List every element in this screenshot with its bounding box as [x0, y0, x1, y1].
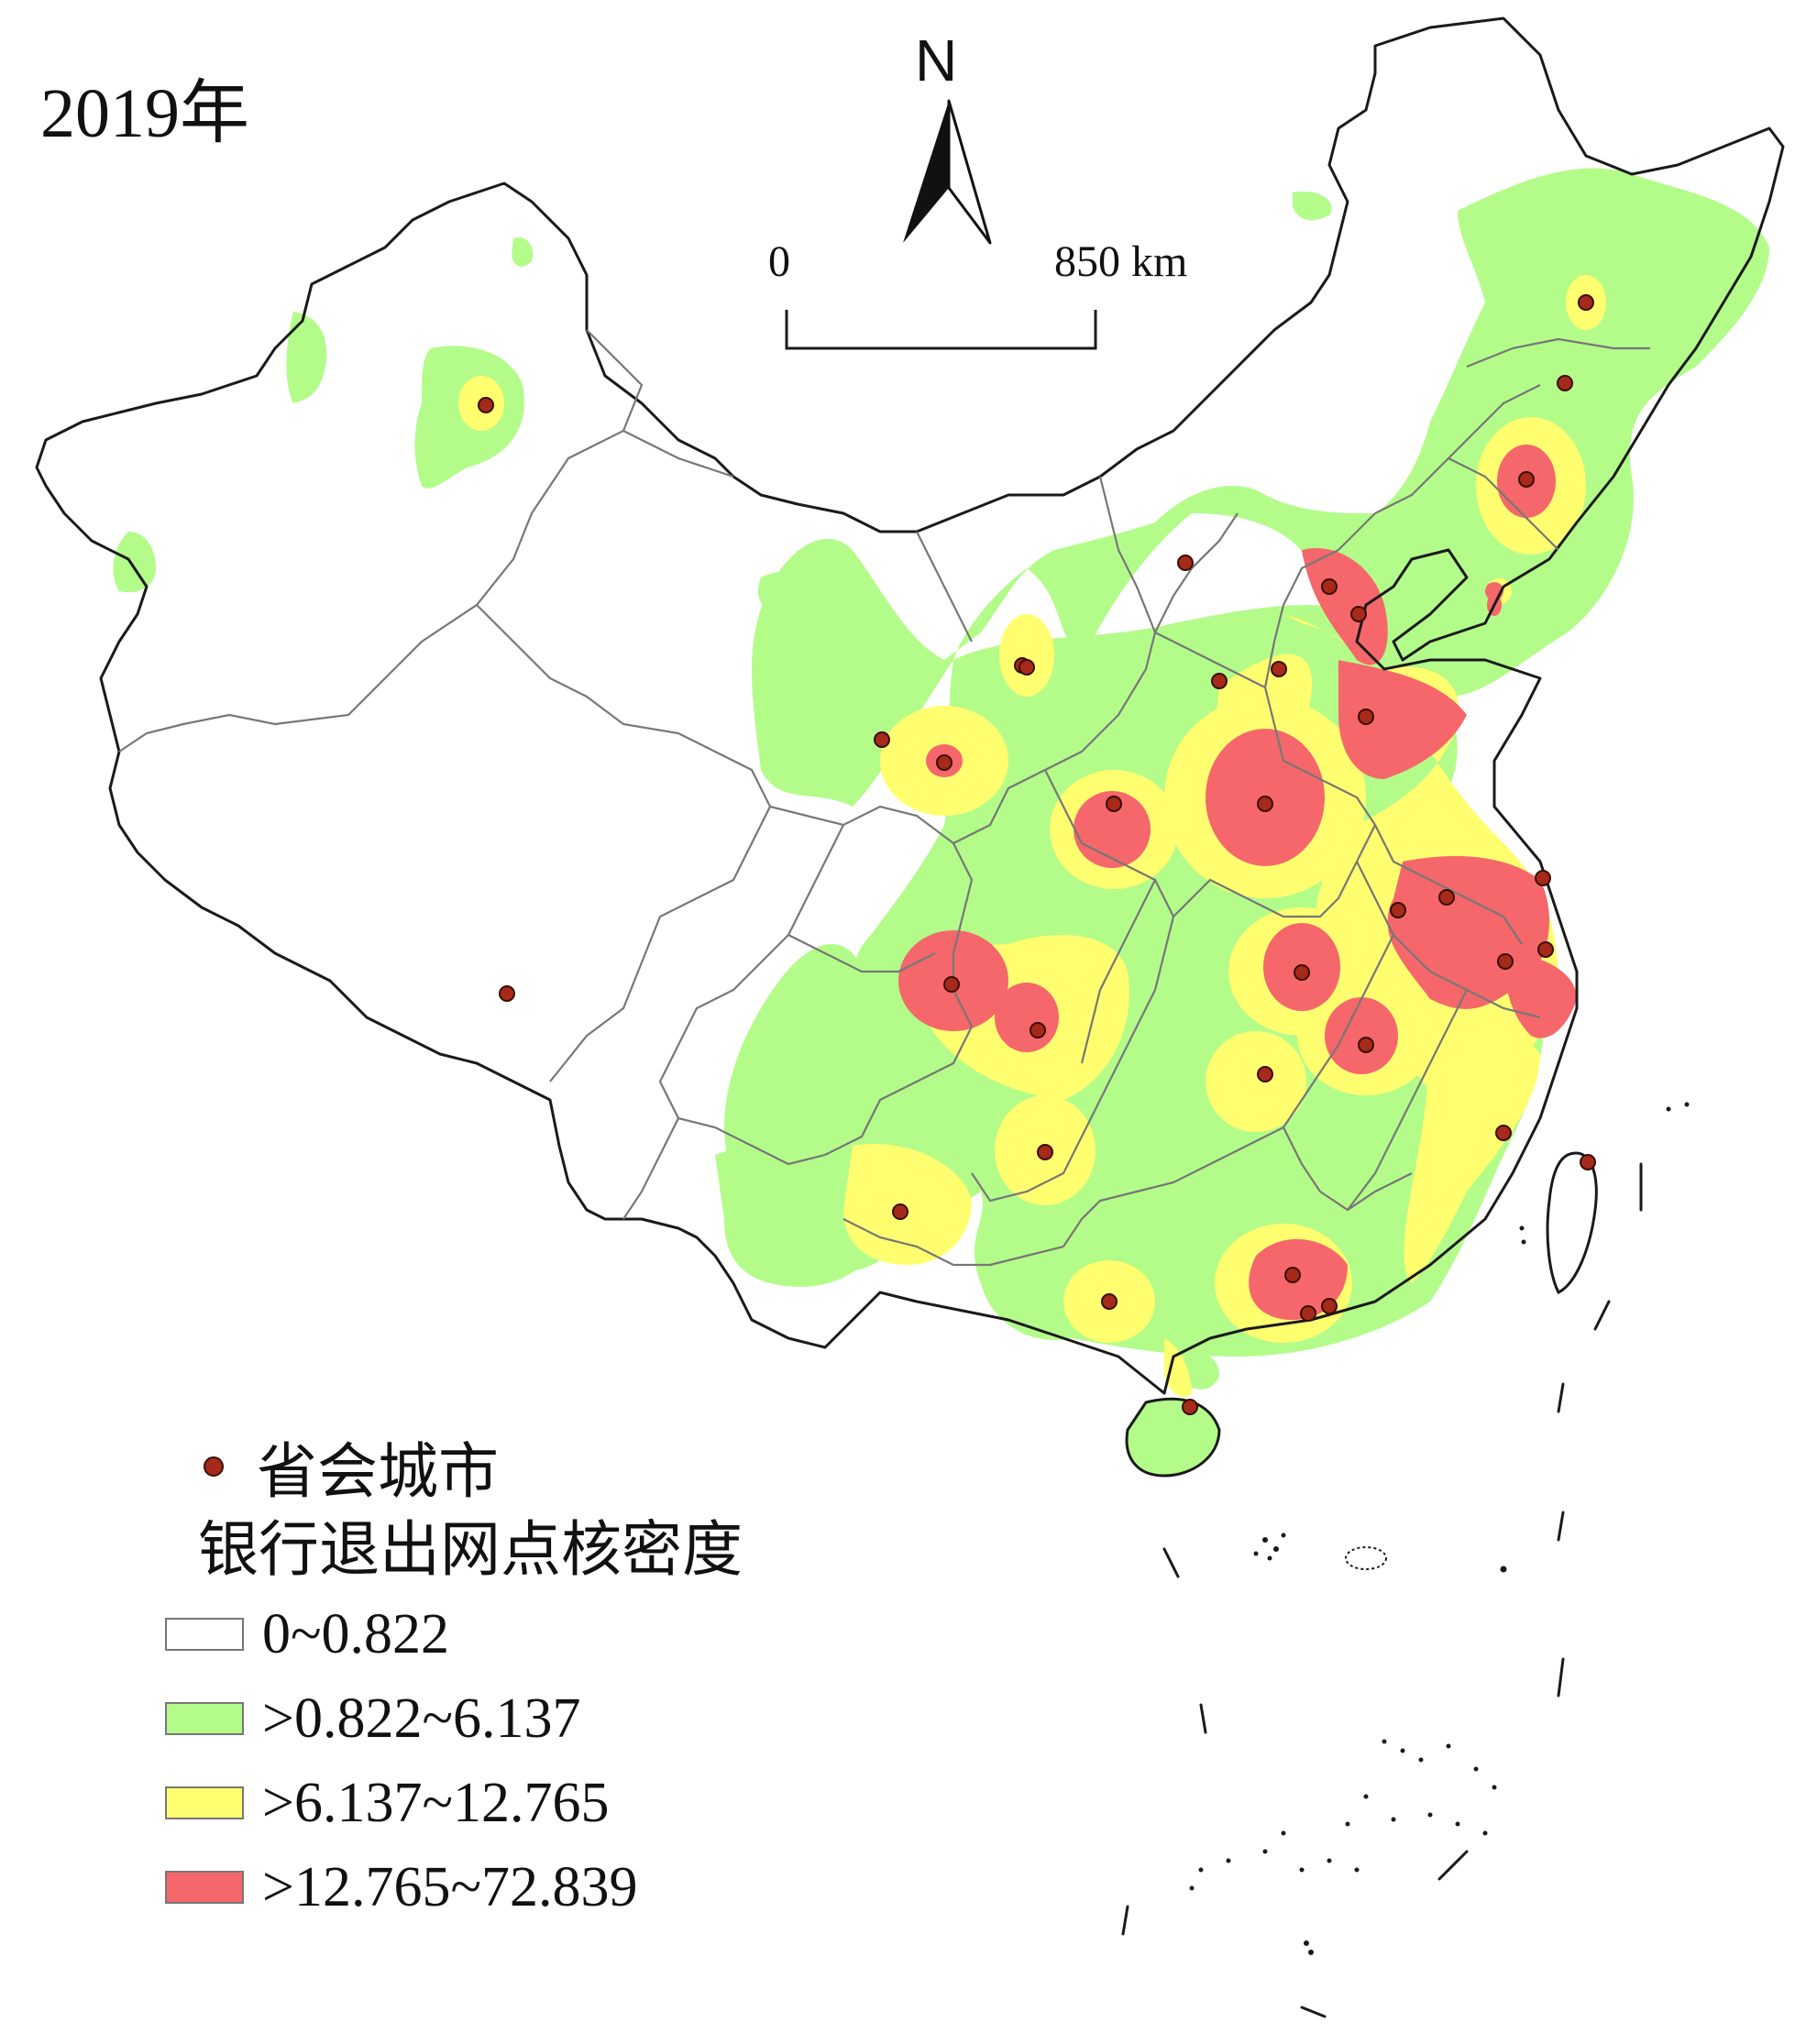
legend-item-label: 0~0.822	[262, 1603, 450, 1665]
capital-point	[1019, 659, 1035, 676]
capital-point	[1101, 1293, 1118, 1310]
capital-point	[1294, 964, 1310, 981]
legend-item: >0.822~6.137	[165, 1676, 743, 1761]
capital-point	[1257, 1066, 1273, 1082]
capital-point	[1182, 1399, 1198, 1415]
capital-point	[1557, 375, 1573, 391]
capital-point	[1537, 941, 1554, 958]
legend-item-label: >6.137~12.765	[262, 1772, 610, 1834]
capital-point	[1350, 606, 1367, 622]
map-title: 2019年	[40, 75, 249, 152]
capital-point-icon	[204, 1456, 224, 1477]
legend-swatch	[165, 1618, 244, 1651]
capital-point	[1497, 953, 1514, 970]
legend-point-label: 省会城市	[257, 1436, 499, 1507]
north-label: N	[915, 27, 958, 93]
legend-point-row: 省会城市	[165, 1425, 743, 1508]
taiwan-island	[1546, 1151, 1598, 1295]
capital-point	[1358, 709, 1374, 725]
capital-point	[1037, 1144, 1053, 1160]
capital-point	[874, 731, 890, 748]
capital-point	[1438, 889, 1455, 906]
legend: 省会城市 银行退出网点核密度 0~0.822 >0.822~6.137 >6.1…	[165, 1425, 743, 1929]
capital-point	[1177, 555, 1194, 571]
capital-point	[1321, 578, 1338, 595]
legend-item-label: >0.822~6.137	[262, 1687, 581, 1750]
capital-point	[1495, 1125, 1512, 1141]
provincial-capitals	[478, 294, 1596, 1415]
legend-item: 0~0.822	[165, 1592, 743, 1676]
provincial-boundaries	[118, 329, 1650, 1267]
north-arrow-icon	[903, 99, 992, 245]
legend-item-label: >12.765~72.839	[262, 1856, 638, 1918]
capital-point	[1030, 1022, 1046, 1038]
capital-point	[1358, 1037, 1374, 1053]
capital-point	[892, 1203, 909, 1220]
capital-point	[499, 985, 515, 1002]
legend-swatch	[165, 1702, 244, 1735]
south-china-sea-dash-line	[1121, 1162, 1643, 2018]
capital-point	[1518, 471, 1535, 488]
capital-point	[1300, 1305, 1316, 1322]
legend-item: >12.765~72.839	[165, 1845, 743, 1929]
capital-point	[943, 976, 960, 993]
capital-point	[1578, 294, 1594, 311]
capital-point	[1211, 673, 1228, 689]
island-specks	[1189, 1102, 1690, 1955]
capital-point	[1284, 1267, 1301, 1283]
capital-point	[1106, 796, 1122, 812]
legend-heading: 银行退出网点核密度	[198, 1514, 743, 1585]
scale-start-label: 0	[768, 237, 790, 286]
capital-point	[1390, 902, 1406, 918]
national-boundary	[35, 16, 1785, 1395]
capital-point	[1535, 870, 1551, 886]
legend-swatch	[165, 1871, 244, 1904]
legend-swatch	[165, 1786, 244, 1819]
hainan-island	[1125, 1397, 1221, 1478]
capital-point	[936, 754, 953, 771]
legend-item: >6.137~12.765	[165, 1761, 743, 1845]
capital-point	[1271, 661, 1287, 677]
capital-point	[478, 397, 494, 413]
capital-point	[1580, 1154, 1596, 1170]
capital-point	[1257, 796, 1273, 812]
capital-point	[1321, 1298, 1338, 1314]
scale-end-label: 850 km	[1054, 237, 1188, 286]
scale-bar	[785, 310, 1097, 350]
